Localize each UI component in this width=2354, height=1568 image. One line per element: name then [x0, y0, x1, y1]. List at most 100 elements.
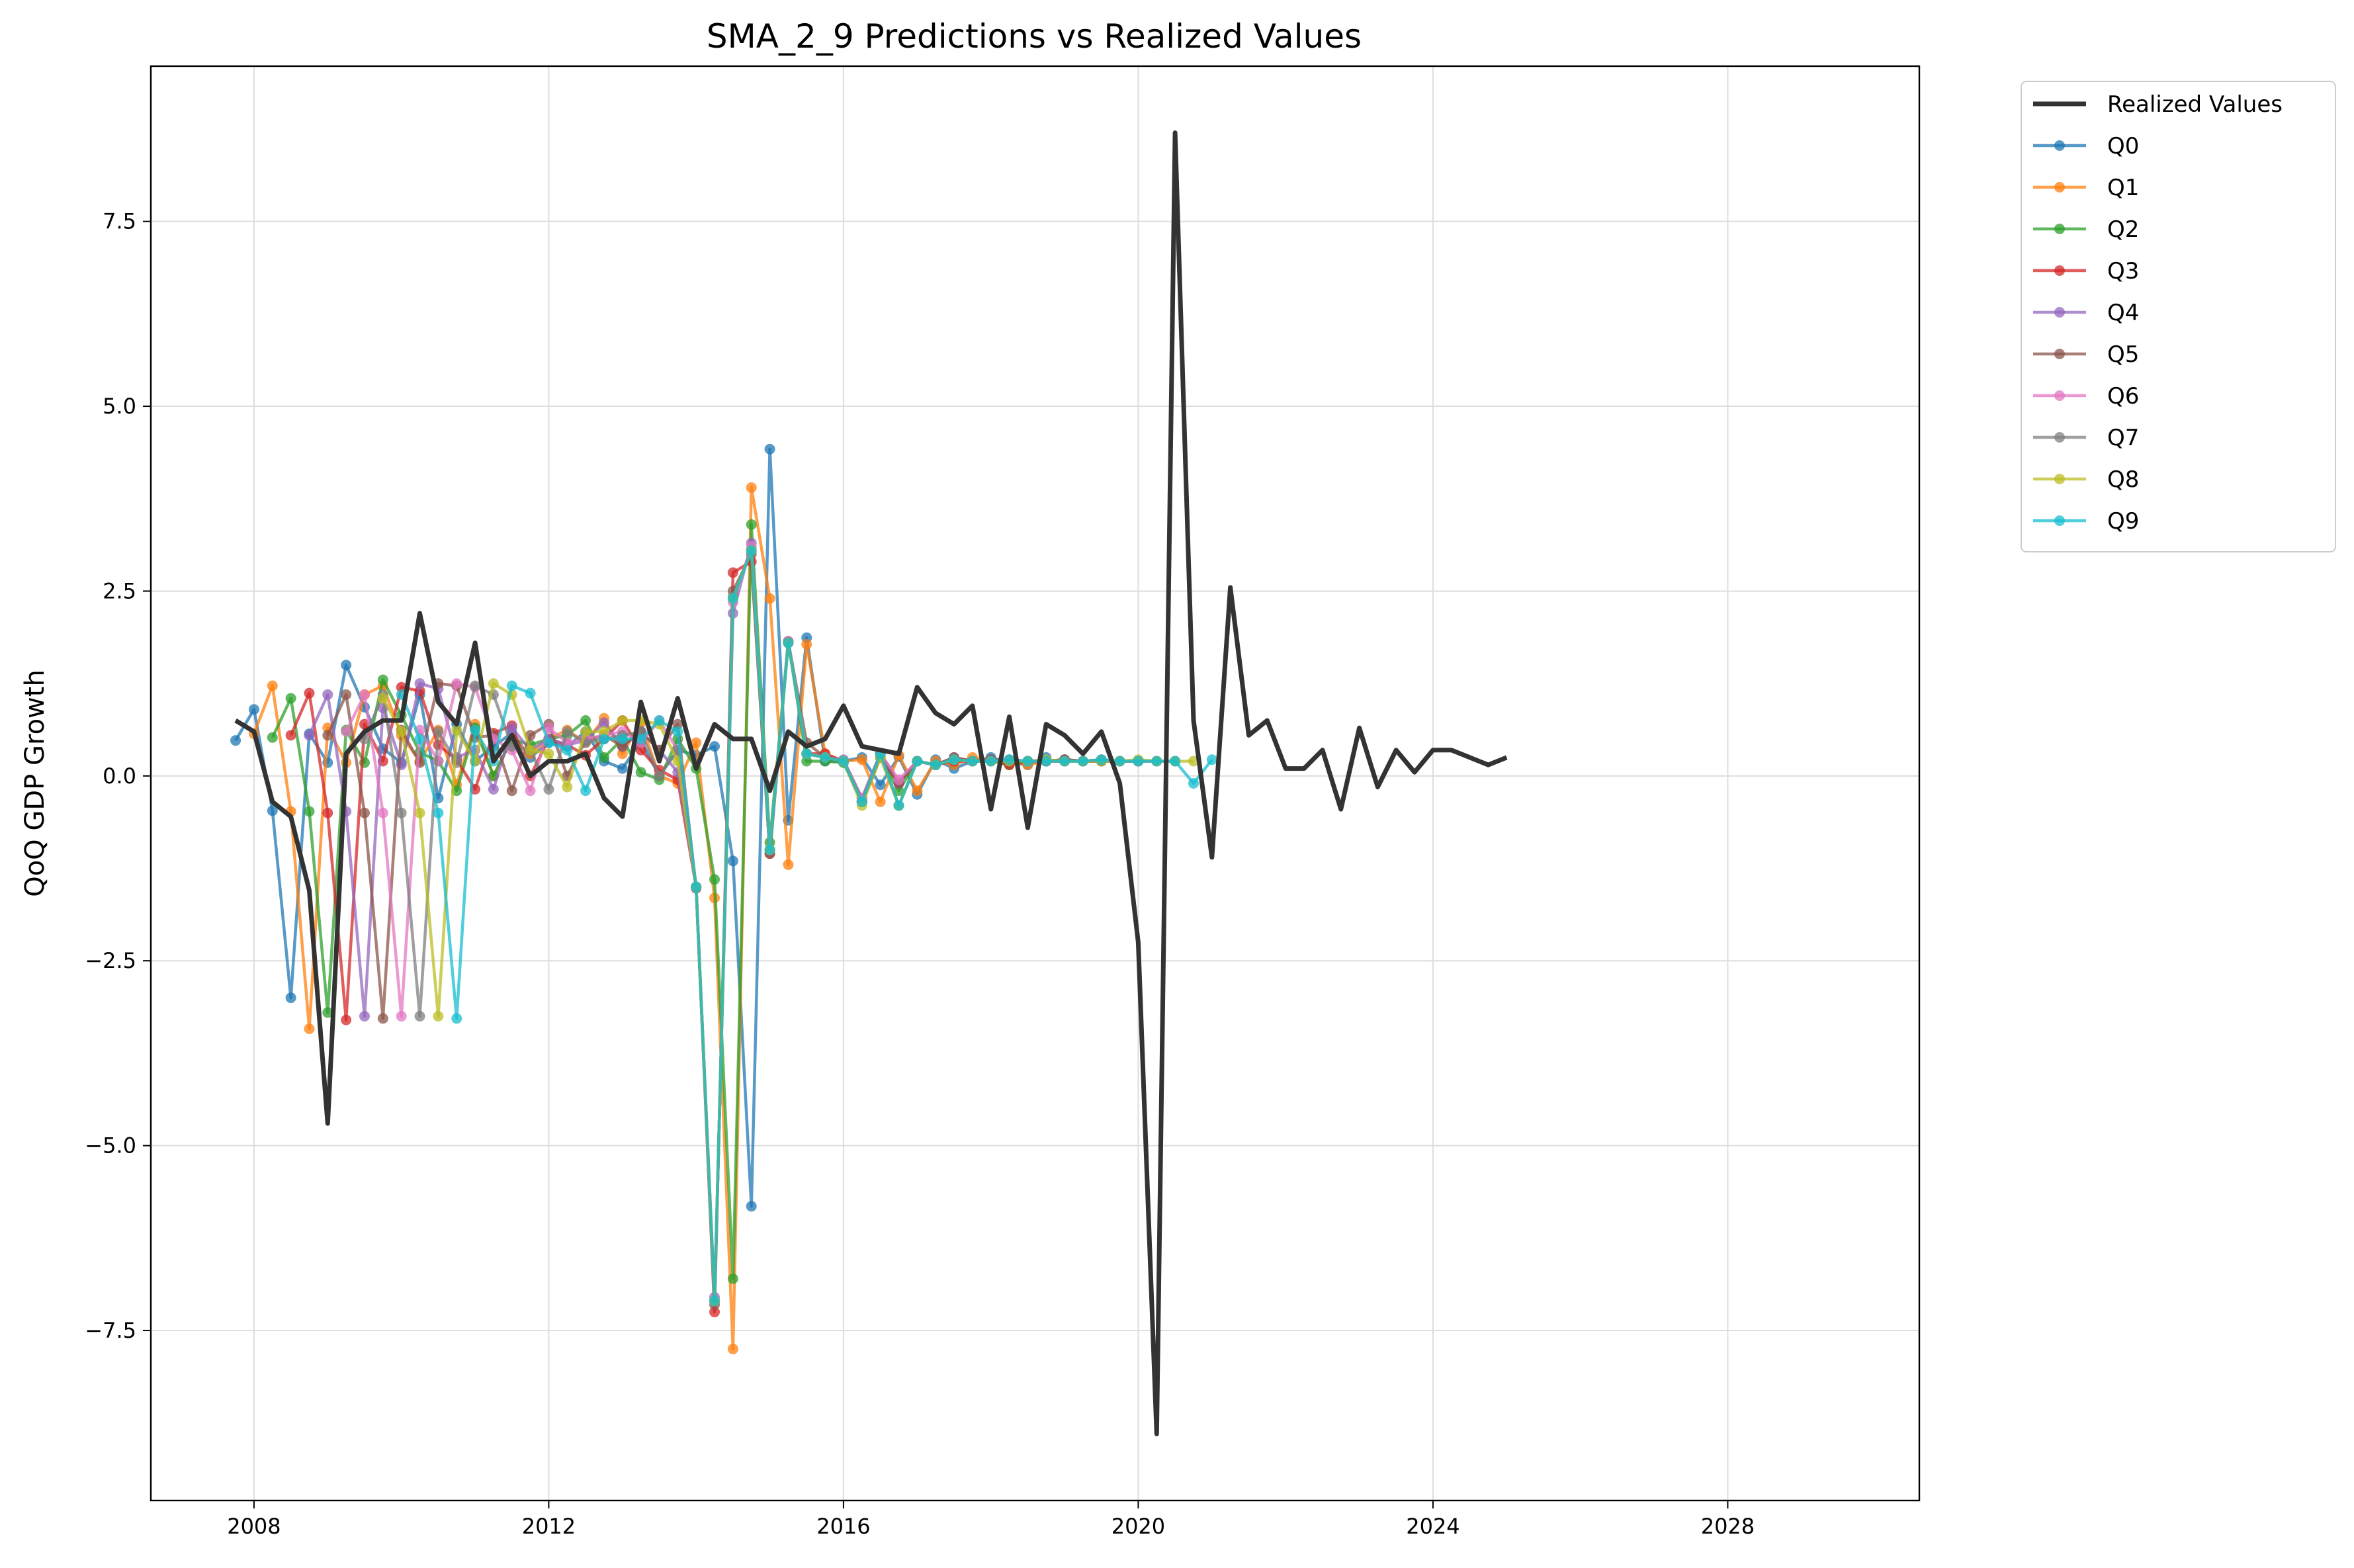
data-point — [764, 593, 775, 604]
legend-entry-q2: Q2 — [2033, 216, 2139, 243]
data-point — [451, 1013, 462, 1024]
y-axis-label: QoQ GDP Growth — [20, 670, 50, 897]
data-point — [359, 719, 370, 730]
data-point — [820, 752, 831, 763]
x-tick-label: 2024 — [1406, 1514, 1460, 1539]
data-point — [414, 678, 425, 689]
data-point — [562, 744, 573, 756]
data-point — [414, 733, 425, 744]
data-point — [635, 733, 646, 744]
legend-label: Q6 — [2107, 383, 2139, 410]
data-point — [598, 726, 609, 737]
legend-label: Q2 — [2107, 216, 2139, 243]
data-point — [746, 544, 757, 556]
data-point — [727, 593, 738, 604]
data-point — [285, 992, 296, 1004]
x-tick-label: 2016 — [816, 1514, 870, 1539]
data-point — [377, 1013, 388, 1024]
legend-label: Q0 — [2107, 133, 2139, 159]
data-point — [598, 752, 609, 763]
data-point — [1151, 756, 1162, 767]
data-point — [727, 855, 738, 867]
data-point — [764, 844, 775, 855]
data-point — [304, 687, 315, 699]
data-point — [709, 1295, 720, 1307]
legend: Realized Values Q0 Q1 Q2 Q3 Q4 Q5 Q6 Q7 Q8 Q9 — [2021, 81, 2336, 552]
data-point — [322, 689, 333, 700]
data-point — [543, 783, 554, 795]
legend-entry-q1: Q1 — [2033, 175, 2139, 201]
legend-label: Q3 — [2107, 258, 2139, 284]
data-point — [617, 733, 628, 744]
data-point — [654, 770, 665, 781]
data-point — [451, 678, 462, 689]
legend-box — [2021, 81, 2336, 552]
realized-values-line — [234, 130, 1508, 1436]
legend-marker — [2054, 390, 2065, 401]
data-point — [1188, 756, 1199, 767]
data-point — [525, 785, 536, 797]
data-point — [930, 760, 941, 771]
data-point — [304, 806, 315, 817]
y-tick-label: −7.5 — [85, 1318, 136, 1343]
data-point — [433, 726, 444, 737]
data-point — [893, 774, 904, 785]
legend-marker — [2054, 515, 2065, 526]
data-point — [543, 722, 554, 734]
data-point — [341, 660, 352, 671]
data-point — [267, 680, 278, 691]
x-tick-label: 2020 — [1112, 1514, 1165, 1539]
data-point — [525, 687, 536, 699]
data-point — [304, 730, 315, 741]
data-point — [801, 756, 812, 767]
legend-label: Realized Values — [2107, 91, 2283, 118]
data-point — [1041, 756, 1052, 767]
data-point — [304, 1024, 315, 1035]
legend-label: Q8 — [2107, 466, 2139, 493]
data-point — [341, 1014, 352, 1025]
data-point — [1096, 754, 1107, 765]
legend-marker — [2054, 307, 2065, 318]
legend-entry-q4: Q4 — [2033, 300, 2139, 326]
data-point — [470, 680, 481, 691]
data-point — [451, 724, 462, 736]
data-point — [617, 715, 628, 726]
data-point — [727, 1273, 738, 1284]
data-point — [377, 693, 388, 704]
data-point — [1022, 756, 1033, 767]
data-point — [322, 807, 333, 818]
data-point — [506, 680, 517, 691]
data-point — [875, 796, 886, 807]
data-point — [783, 859, 794, 870]
data-point — [617, 763, 628, 774]
data-point — [801, 638, 812, 650]
data-point — [764, 443, 775, 455]
data-point — [691, 881, 702, 893]
data-point — [617, 741, 628, 752]
legend-entry-q7: Q7 — [2033, 425, 2139, 451]
data-point — [285, 730, 296, 741]
data-point — [838, 756, 849, 767]
data-point — [709, 1307, 720, 1318]
data-point — [875, 779, 886, 791]
legend-label: Q1 — [2107, 175, 2139, 201]
legend-marker — [2054, 140, 2065, 151]
data-point — [543, 748, 554, 760]
data-point — [635, 767, 646, 778]
data-point — [580, 726, 591, 737]
data-point — [948, 754, 959, 765]
data-point — [488, 678, 499, 689]
data-point — [396, 681, 407, 693]
axes-frame — [150, 65, 1921, 1502]
chart-title: SMA_2_9 Predictions vs Realized Values — [707, 17, 1362, 56]
data-point — [727, 1343, 738, 1354]
data-point — [635, 744, 646, 756]
legend-marker — [2054, 432, 2065, 443]
data-point — [580, 715, 591, 726]
data-point — [1004, 754, 1015, 765]
legend-entry-q8: Q8 — [2033, 466, 2139, 493]
legend-label: Q9 — [2107, 508, 2139, 535]
x-tick-label: 2028 — [1701, 1514, 1755, 1539]
data-point — [746, 519, 757, 530]
